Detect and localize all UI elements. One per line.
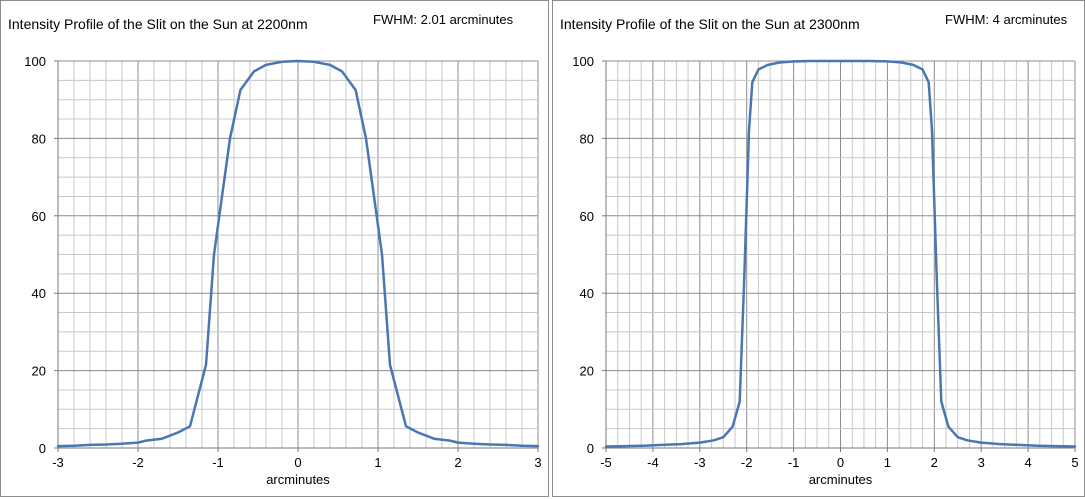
gridlines [605, 60, 1076, 449]
x-tick-label: 3 [978, 455, 985, 470]
x-tick-label: -2 [741, 455, 753, 470]
intensity-series-line [56, 59, 540, 448]
x-tick-label: 2 [454, 455, 461, 470]
y-tick-label: 40 [580, 286, 594, 301]
chart-panel-2200nm: Intensity Profile of the Slit on the Sun… [0, 0, 549, 497]
gridlines [57, 60, 539, 449]
line-chart-2300nm: -5 -4 -3 -2 -1 0 1 2 3 4 5 0 20 40 60 80 100 arcminutes [572, 54, 1078, 487]
y-tick-label: 100 [24, 54, 46, 69]
x-tick-label: -3 [694, 455, 706, 470]
y-tick-label: 60 [580, 209, 594, 224]
chart-panel-2300nm: Intensity Profile of the Slit on the Sun… [552, 0, 1085, 497]
tick-labels: -5 -4 -3 -2 -1 0 1 2 3 4 5 0 20 40 60 80 100 [572, 54, 1078, 470]
y-tick-label: 0 [39, 441, 46, 456]
y-tick-label: 0 [587, 441, 594, 456]
x-tick-label: -5 [600, 455, 612, 470]
y-tick-label: 20 [580, 364, 594, 379]
y-tick-label: 40 [32, 286, 46, 301]
fwhm-annotation: FWHM: 4 arcminutes [945, 12, 1068, 27]
fwhm-annotation: FWHM: 2.01 arcminutes [373, 12, 514, 27]
x-tick-label: 0 [837, 455, 844, 470]
tick-labels: -3 -2 -1 0 1 2 3 0 20 40 60 80 100 [24, 54, 541, 470]
x-tick-label: -3 [52, 455, 64, 470]
x-tick-label: -1 [788, 455, 800, 470]
x-tick-label: 2 [931, 455, 938, 470]
y-tick-label: 80 [32, 131, 46, 146]
y-tick-label: 20 [32, 364, 46, 379]
chart-title: Intensity Profile of the Slit on the Sun… [8, 16, 308, 32]
x-tick-label: 0 [294, 455, 301, 470]
intensity-series-line [604, 59, 1077, 448]
chart-title: Intensity Profile of the Slit on the Sun… [560, 16, 860, 32]
x-tick-label: 1 [374, 455, 381, 470]
line-chart-2200nm: -3 -2 -1 0 1 2 3 0 20 40 60 80 100 arcminutes [24, 54, 541, 487]
x-tick-label: -4 [647, 455, 659, 470]
x-tick-label: -1 [212, 455, 224, 470]
x-tick-label: 1 [884, 455, 891, 470]
y-tick-label: 100 [572, 54, 594, 69]
x-tick-label: 5 [1071, 455, 1078, 470]
x-axis-label: arcminutes [809, 472, 873, 487]
y-tick-label: 60 [32, 209, 46, 224]
x-axis-label: arcminutes [266, 472, 330, 487]
x-tick-label: -2 [132, 455, 144, 470]
x-tick-label: 3 [534, 455, 541, 470]
y-tick-label: 80 [580, 131, 594, 146]
x-tick-label: 4 [1024, 455, 1031, 470]
